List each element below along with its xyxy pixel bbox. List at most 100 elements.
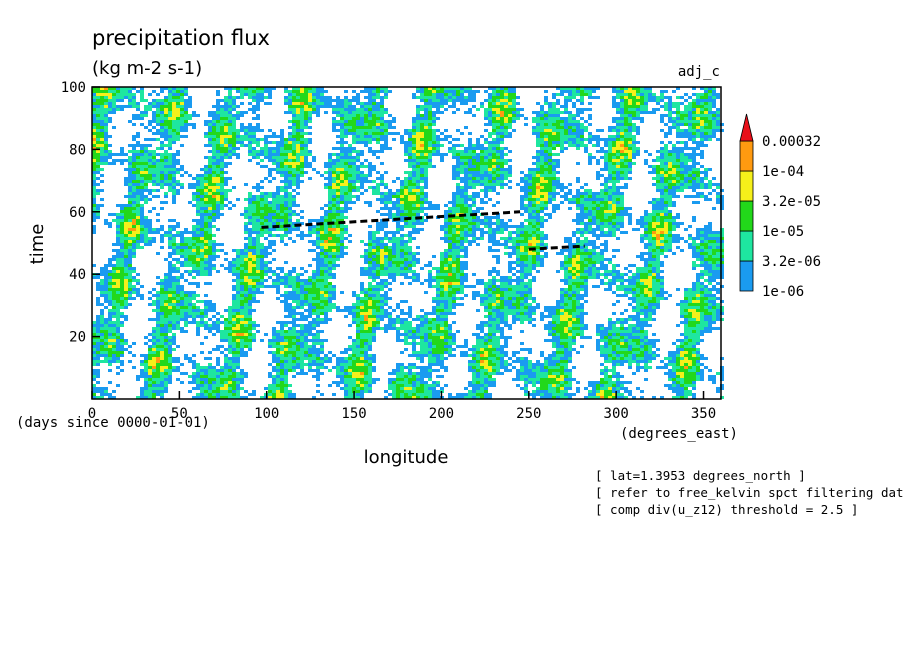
field-cell — [96, 156, 100, 159]
field-cell — [380, 120, 384, 123]
field-cell — [168, 126, 172, 129]
field-cell — [292, 222, 296, 225]
field-cell — [656, 177, 660, 180]
field-cell — [532, 117, 536, 120]
field-cell — [708, 96, 712, 99]
field-cell — [568, 123, 572, 126]
field-cell — [316, 87, 320, 90]
field-cell — [708, 240, 712, 243]
field-cell — [220, 186, 224, 189]
field-cell — [280, 228, 284, 231]
field-cell — [344, 135, 348, 138]
field-cell — [264, 177, 268, 180]
field-cell — [296, 177, 300, 180]
field-cell — [316, 225, 320, 228]
field-cell — [196, 243, 200, 246]
field-cell — [320, 207, 324, 210]
field-cell — [228, 93, 232, 96]
field-cell — [492, 90, 496, 93]
field-cell — [528, 234, 532, 237]
field-cell — [616, 117, 620, 120]
field-cell — [116, 216, 120, 219]
field-cell — [572, 114, 576, 117]
field-cell — [96, 150, 100, 153]
field-cell — [152, 114, 156, 117]
field-cell — [512, 99, 516, 102]
field-cell — [516, 237, 520, 240]
field-cell — [304, 114, 308, 117]
field-cell — [332, 216, 336, 219]
field-cell — [300, 105, 304, 108]
field-cell — [684, 123, 688, 126]
field-cell — [228, 123, 232, 126]
field-cell — [540, 162, 544, 165]
field-cell — [612, 216, 616, 219]
field-cell — [156, 165, 160, 168]
field-cell — [136, 162, 140, 165]
field-cell — [584, 228, 588, 231]
field-cell — [416, 174, 420, 177]
field-cell — [456, 168, 460, 171]
field-cell — [204, 207, 208, 210]
field-cell — [620, 156, 624, 159]
field-cell — [608, 198, 612, 201]
field-cell — [264, 102, 268, 105]
field-cell — [384, 108, 388, 111]
field-cell — [108, 153, 112, 156]
field-cell — [532, 126, 536, 129]
field-cell — [372, 123, 376, 126]
field-cell — [576, 141, 580, 144]
field-cell — [168, 228, 172, 231]
field-cell — [464, 147, 468, 150]
field-cell — [248, 87, 252, 90]
field-cell — [528, 183, 532, 186]
field-cell — [236, 87, 240, 90]
field-cell — [404, 132, 408, 135]
field-cell — [524, 231, 528, 234]
field-cell — [584, 198, 588, 201]
field-cell — [572, 105, 576, 108]
field-cell — [256, 87, 260, 90]
field-cell — [308, 219, 312, 222]
field-cell — [296, 162, 300, 165]
field-cell — [616, 192, 620, 195]
field-cell — [340, 177, 344, 180]
field-cell — [636, 126, 640, 129]
field-cell — [300, 108, 304, 111]
field-cell — [480, 219, 484, 222]
field-cell — [264, 231, 268, 234]
field-cell — [144, 219, 148, 222]
field-cell — [616, 96, 620, 99]
field-cell — [140, 225, 144, 228]
field-cell — [108, 102, 112, 105]
field-cell — [112, 96, 116, 99]
field-cell — [408, 177, 412, 180]
field-cell — [248, 231, 252, 234]
field-cell — [664, 192, 668, 195]
field-cell — [632, 162, 636, 165]
field-cell — [592, 195, 596, 198]
field-cell — [104, 156, 108, 159]
field-cell — [532, 183, 536, 186]
field-cell — [476, 90, 480, 93]
field-cell — [108, 225, 112, 228]
field-cell — [340, 102, 344, 105]
field-cell — [528, 216, 532, 219]
field-cell — [660, 216, 664, 219]
field-cell — [592, 228, 596, 231]
field-cell — [708, 90, 712, 93]
field-cell — [312, 111, 316, 114]
field-cell — [584, 231, 588, 234]
field-cell — [652, 183, 656, 186]
field-cell — [456, 159, 460, 162]
field-cell — [500, 147, 504, 150]
field-cell — [404, 180, 408, 183]
field-cell — [200, 240, 204, 243]
field-cell — [472, 162, 476, 165]
field-cell — [504, 90, 508, 93]
field-cell — [92, 189, 96, 192]
field-cell — [580, 99, 584, 102]
field-cell — [252, 216, 256, 219]
field-cell — [128, 159, 132, 162]
field-cell — [324, 216, 328, 219]
